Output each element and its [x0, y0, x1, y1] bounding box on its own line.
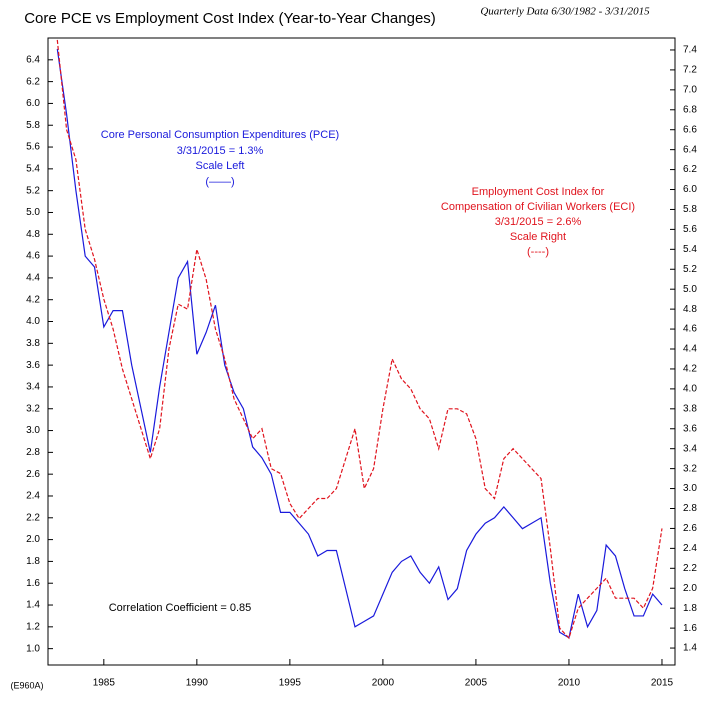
- x-tick-label: 2005: [465, 678, 488, 689]
- y2-tick-label: 6.4: [683, 144, 697, 155]
- chart-title: Core PCE vs Employment Cost Index (Year-…: [24, 10, 436, 27]
- x-tick-label: 1990: [186, 678, 209, 689]
- y-tick-label: 5.6: [26, 142, 40, 153]
- y-tick-label: 6.0: [26, 98, 40, 109]
- pce-annotation: 3/31/2015 = 1.3%: [177, 145, 264, 157]
- y2-tick-label: 6.0: [683, 184, 697, 195]
- series-line: [56, 39, 663, 640]
- y-tick-label: 2.6: [26, 469, 40, 480]
- y-tick-label: 3.6: [26, 360, 40, 371]
- y-tick-label: 1.4: [26, 600, 40, 611]
- y2-tick-label: 7.2: [683, 65, 697, 76]
- y2-tick-label: 1.8: [683, 603, 697, 614]
- y2-tick-label: 3.8: [683, 403, 697, 414]
- y2-tick-label: 2.8: [683, 503, 697, 514]
- correlation-note: Correlation Coefficient = 0.85: [109, 602, 252, 614]
- y2-tick-label: 6.6: [683, 124, 697, 135]
- y-tick-label: 3.2: [26, 403, 40, 414]
- y2-tick-label: 3.2: [683, 463, 697, 474]
- y2-tick-label: 2.4: [683, 543, 697, 554]
- y2-tick-label: 3.4: [683, 443, 697, 454]
- x-tick-label: 2010: [558, 678, 581, 689]
- y-tick-label: 2.4: [26, 491, 40, 502]
- y2-tick-label: 7.0: [683, 84, 697, 95]
- x-tick-label: 1985: [93, 678, 116, 689]
- y2-tick-label: 3.6: [683, 423, 697, 434]
- pce-annotation: Scale Left: [196, 160, 245, 172]
- y-tick-label: 4.4: [26, 273, 40, 284]
- pce-legend-sample: (——): [205, 176, 234, 188]
- y2-tick-label: 2.0: [683, 583, 697, 594]
- y-tick-label: 5.4: [26, 163, 40, 174]
- plot-frame: [47, 37, 676, 666]
- y2-tick-label: 1.4: [683, 643, 697, 654]
- y-tick-label: 6.2: [26, 76, 40, 87]
- y2-tick-label: 4.4: [683, 344, 697, 355]
- y-tick-label: 2.2: [26, 512, 40, 523]
- y2-tick-label: 5.6: [683, 224, 697, 235]
- x-tick-label: 2000: [372, 678, 395, 689]
- y-tick-label: 1.2: [26, 621, 40, 632]
- y2-tick-label: 5.0: [683, 284, 697, 295]
- y2-tick-label: 4.0: [683, 384, 697, 395]
- x-tick-label: 2015: [651, 678, 674, 689]
- y-tick-label: 2.8: [26, 447, 40, 458]
- y2-tick-label: 5.2: [683, 264, 697, 275]
- y-tick-label: 1.0: [26, 643, 40, 654]
- y2-tick-label: 6.2: [683, 164, 697, 175]
- eci-annotation: Employment Cost Index for: [472, 186, 605, 198]
- y-tick-label: 3.0: [26, 425, 40, 436]
- eci-annotation: Compensation of Civilian Workers (ECI): [441, 201, 635, 213]
- y2-tick-label: 6.8: [683, 104, 697, 115]
- subtitle: Quarterly Data 6/30/1982 - 3/31/2015: [480, 6, 650, 18]
- y-tick-label: 4.0: [26, 316, 40, 327]
- y-tick-label: 1.8: [26, 556, 40, 567]
- y2-tick-label: 2.2: [683, 563, 697, 574]
- y2-tick-label: 2.6: [683, 523, 697, 534]
- x-tick-label: 1995: [279, 678, 302, 689]
- eci-annotation: Scale Right: [510, 231, 566, 243]
- y-tick-label: 4.6: [26, 251, 40, 262]
- y2-tick-label: 1.6: [683, 623, 697, 634]
- y2-tick-label: 4.8: [683, 304, 697, 315]
- y-tick-label: 5.0: [26, 207, 40, 218]
- y-tick-label: 3.8: [26, 338, 40, 349]
- y2-tick-label: 7.4: [683, 45, 697, 56]
- y-tick-label: 6.4: [26, 54, 40, 65]
- series-line: [56, 48, 663, 639]
- y2-tick-label: 5.4: [683, 244, 697, 255]
- footnote: (E960A): [10, 680, 43, 690]
- y2-tick-label: 5.8: [683, 204, 697, 215]
- y-tick-label: 2.0: [26, 534, 40, 545]
- eci-legend-sample: (----): [527, 246, 549, 258]
- y-tick-label: 5.8: [26, 120, 40, 131]
- y-tick-label: 4.2: [26, 294, 40, 305]
- y2-tick-label: 4.2: [683, 364, 697, 375]
- y-tick-label: 5.2: [26, 185, 40, 196]
- y-tick-label: 1.6: [26, 578, 40, 589]
- y2-tick-label: 3.0: [683, 483, 697, 494]
- pce-annotation: Core Personal Consumption Expenditures (…: [101, 129, 339, 141]
- y2-tick-label: 4.6: [683, 324, 697, 335]
- eci-annotation: 3/31/2015 = 2.6%: [495, 216, 582, 228]
- y-tick-label: 4.8: [26, 229, 40, 240]
- y-tick-label: 3.4: [26, 382, 40, 393]
